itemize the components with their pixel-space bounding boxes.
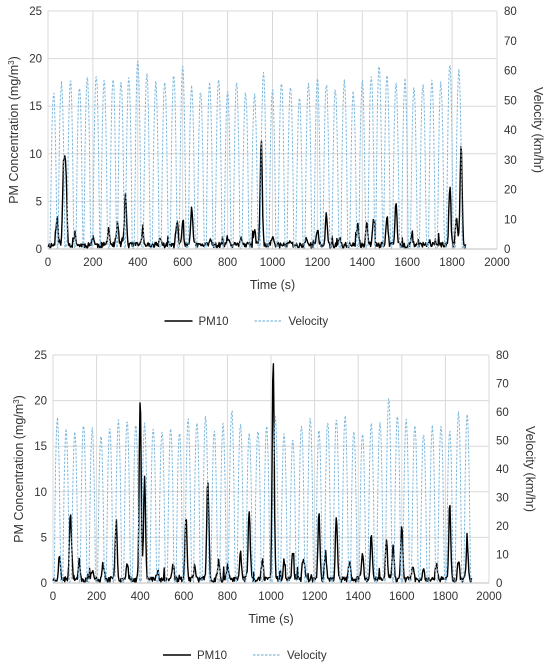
y-right-tick-label: 60	[496, 407, 509, 419]
legend-label-velocity: Velocity	[287, 650, 327, 662]
legend-label-velocity: Velocity	[289, 316, 329, 328]
x-tick-label: 800	[218, 591, 237, 603]
y-left-axis-label: PM Concentration (mg/m3)	[12, 395, 26, 543]
y-right-tick-label: 40	[496, 464, 509, 476]
x-tick-label: 1800	[433, 591, 459, 603]
series-line-velocity	[53, 398, 473, 584]
x-tick-label: 2000	[484, 257, 510, 269]
y-right-tick-label: 70	[504, 36, 517, 48]
y-right-tick-label: 40	[504, 125, 517, 137]
y-left-label-text: PM Concentration (mg/m	[7, 65, 21, 204]
y-right-axis-label: Velocity (km/hr)	[531, 87, 545, 173]
y-left-label-close: )	[12, 395, 26, 399]
legend: PM10 Velocity	[164, 316, 329, 328]
legend: PM10 Velocity	[163, 650, 327, 662]
y-right-tick-label: 0	[504, 244, 510, 256]
x-tick-label: 1400	[350, 257, 376, 269]
series-line-pm10	[52, 363, 473, 583]
y-left-label-superscript: 3	[7, 60, 16, 65]
x-tick-label: 600	[173, 257, 192, 269]
x-axis-label: Time (s)	[248, 612, 293, 626]
y-left-label-close: )	[7, 56, 21, 60]
y-right-tick-label: 10	[496, 550, 509, 562]
y-right-tick-label: 50	[504, 95, 517, 107]
x-tick-label: 200	[87, 591, 106, 603]
x-tick-label: 1800	[439, 257, 465, 269]
y-right-tick-label: 60	[504, 66, 517, 78]
x-tick-label: 600	[174, 591, 193, 603]
y-left-label-text: PM Concentration (mg/m	[12, 404, 26, 543]
y-right-tick-label: 50	[496, 436, 509, 448]
y-left-axis-label: PM Concentration (mg/m3)	[7, 56, 21, 204]
x-tick-label: 0	[50, 591, 56, 603]
x-tick-label: 1600	[394, 257, 420, 269]
y-right-tick-label: 70	[496, 379, 509, 391]
x-tick-label: 0	[45, 257, 51, 269]
x-tick-label: 1600	[389, 591, 415, 603]
x-tick-label: 1000	[260, 257, 286, 269]
y-right-axis-label: Velocity (km/hr)	[523, 426, 537, 512]
x-tick-label: 400	[131, 591, 150, 603]
chart-2: 0 200 400 600 800 1000 1200 1400 1600 1800 2000051…	[12, 350, 537, 662]
y-right-tick-label: 30	[504, 155, 517, 167]
grid	[47, 10, 498, 250]
y-right-tick-label: 20	[504, 185, 517, 197]
y-left-tick-label: 10	[34, 487, 47, 499]
y-right-tick-label: 20	[496, 521, 509, 533]
y-right-tick-label: 0	[496, 578, 502, 590]
y-left-tick-label: 5	[36, 196, 42, 208]
y-left-tick-label: 25	[29, 6, 42, 18]
legend-label-pm10: PM10	[199, 316, 229, 328]
chart-1: 0 200 400 600 800 1000 1200 1400 1600 1800 2000051…	[7, 6, 545, 328]
x-tick-label: 800	[218, 257, 237, 269]
y-left-tick-label: 20	[29, 54, 42, 66]
y-right-tick-label: 10	[504, 214, 517, 226]
y-left-tick-label: 0	[41, 578, 47, 590]
legend-label-pm10: PM10	[197, 650, 227, 662]
y-left-tick-label: 10	[29, 149, 42, 161]
x-axis-label: Time (s)	[250, 278, 295, 292]
x-tick-label: 1200	[302, 591, 328, 603]
y-right-tick-label: 80	[504, 6, 517, 18]
y-left-tick-label: 0	[36, 244, 42, 256]
x-tick-label: 2000	[476, 591, 502, 603]
x-tick-label: 200	[83, 257, 102, 269]
y-left-label-superscript: 3	[12, 399, 21, 404]
x-tick-label: 1000	[258, 591, 284, 603]
y-right-tick-label: 30	[496, 493, 509, 505]
series-line-pm10	[47, 140, 467, 249]
y-right-tick-label: 80	[496, 350, 509, 362]
x-tick-label: 1400	[345, 591, 371, 603]
y-left-tick-label: 25	[34, 350, 47, 362]
x-tick-label: 1200	[305, 257, 331, 269]
y-left-tick-label: 15	[29, 101, 42, 113]
x-tick-label: 400	[128, 257, 147, 269]
y-left-tick-label: 20	[34, 396, 47, 408]
y-left-tick-label: 5	[41, 532, 47, 544]
y-left-tick-label: 15	[34, 441, 47, 453]
series-line-velocity	[48, 60, 466, 250]
